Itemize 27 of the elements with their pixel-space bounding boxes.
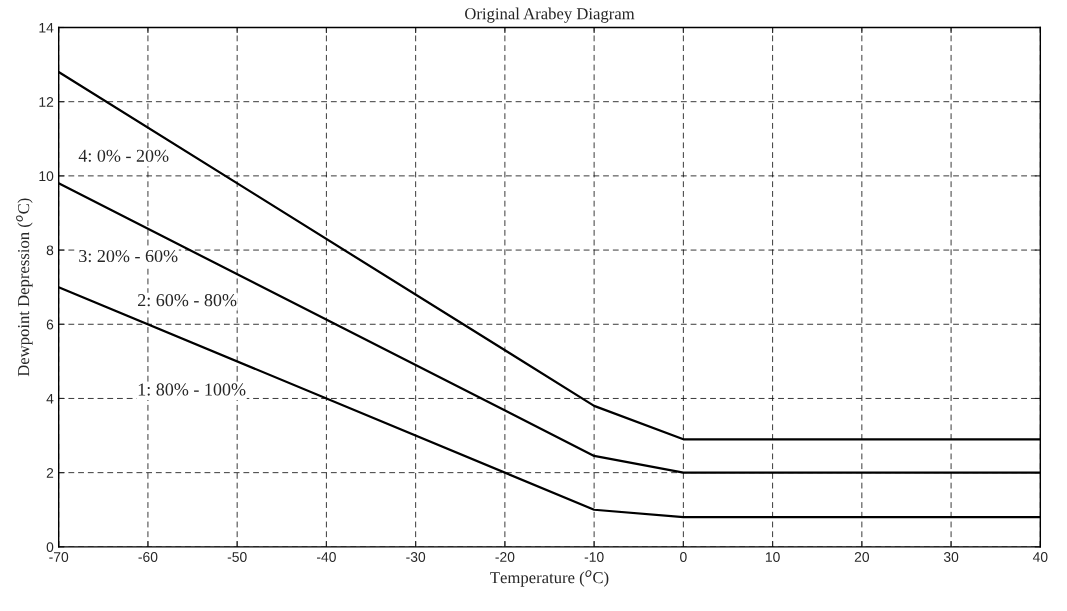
x-tick-label: -50 (227, 552, 247, 562)
x-tick-label: 0 (680, 552, 687, 562)
annotation: 1: 80% - 100% (138, 383, 246, 396)
x-tick-label: -70 (49, 552, 69, 562)
y-tick-label: 10 (39, 171, 54, 182)
y-tick-label: 12 (39, 97, 54, 107)
x-axis-title: Temperature ($^{o}$C) (490, 570, 609, 587)
annotation: 3: 20% - 60% (79, 249, 178, 263)
y-tick-label: 8 (46, 245, 54, 256)
y-tick-label: 2 (46, 467, 54, 478)
annotation: 2: 60% - 80% (138, 294, 237, 307)
x-tick-label: -10 (584, 552, 604, 562)
y-tick-label: 6 (46, 319, 54, 330)
x-tick-label: -40 (316, 552, 336, 562)
y-tick-label: 0 (46, 542, 54, 553)
chart-title: Original Arabey Diagram (465, 7, 635, 23)
x-tick-label: 10 (765, 552, 780, 562)
y-tick-label: 14 (39, 22, 54, 33)
y-axis-title: Dewpoint Depression ($^{o}$C) (16, 198, 33, 377)
x-tick-label: -20 (495, 552, 515, 562)
x-tick-label: 40 (1032, 552, 1048, 562)
x-tick-label: 30 (943, 552, 959, 562)
x-tick-label: 20 (854, 552, 870, 562)
annotation: 4: 0% - 20% (78, 149, 169, 162)
x-tick-label: -30 (406, 552, 426, 562)
y-tick-label: 4 (46, 393, 54, 404)
x-tick-label: -60 (138, 552, 158, 562)
